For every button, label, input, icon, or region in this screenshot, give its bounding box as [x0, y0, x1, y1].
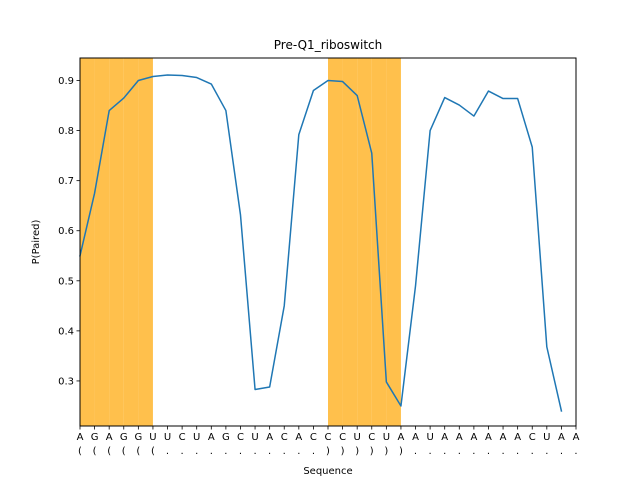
x-tick-nucleotide: A: [558, 432, 565, 443]
x-tick-structure: .: [531, 446, 534, 457]
x-tick-structure: ): [341, 446, 345, 457]
x-tick-nucleotide: G: [134, 432, 142, 443]
x-tick-nucleotide: A: [456, 432, 463, 443]
x-tick-structure: (: [93, 446, 97, 457]
x-tick-nucleotide: C: [325, 432, 332, 443]
x-tick-structure: ): [384, 446, 388, 457]
x-tick-structure: .: [472, 446, 475, 457]
x-tick-structure: ): [370, 446, 374, 457]
x-tick-structure: ): [355, 446, 359, 457]
x-tick-nucleotide: A: [470, 432, 477, 443]
x-tick-structure: .: [210, 446, 213, 457]
x-tick-nucleotide: C: [179, 432, 186, 443]
highlight-band-1-21: [386, 58, 401, 426]
x-axis-label: Sequence: [303, 466, 352, 477]
y-tick-label: 0.9: [58, 76, 74, 87]
x-tick-structure: .: [312, 446, 315, 457]
x-tick-nucleotide: C: [339, 432, 346, 443]
x-tick-structure: .: [458, 446, 461, 457]
x-tick-nucleotide: A: [573, 432, 580, 443]
x-tick-structure: .: [166, 446, 169, 457]
x-tick-structure: ): [399, 446, 403, 457]
x-tick-structure: (: [151, 446, 155, 457]
x-tick-nucleotide: U: [251, 432, 258, 443]
x-tick-structure: .: [297, 446, 300, 457]
series-line-0: [79, 74, 563, 412]
x-tick-nucleotide: C: [368, 432, 375, 443]
highlight-bands: [80, 58, 401, 426]
x-tick-nucleotide: A: [412, 432, 419, 443]
axis-ticks: 0.3 0.4 0.5 0.6 0.7 0.8 0.9 A ( G ( A ( G ( G ( U ( U. C. U. A…: [58, 76, 579, 457]
plot-frame: [79, 57, 577, 427]
x-tick-structure: (: [122, 446, 126, 457]
x-tick-structure: .: [429, 446, 432, 457]
x-tick-structure: .: [268, 446, 271, 457]
highlight-band-0-0: [80, 58, 95, 426]
y-tick-label: 0.4: [58, 326, 74, 337]
x-tick-nucleotide: A: [398, 432, 405, 443]
highlight-band-1-17: [328, 58, 343, 426]
x-tick-nucleotide: U: [164, 432, 171, 443]
highlight-band-0-4: [138, 58, 153, 426]
x-tick-structure: .: [253, 446, 256, 457]
y-tick-label: 0.7: [58, 176, 74, 187]
highlight-band-0-2: [109, 58, 124, 426]
highlight-band-1-19: [357, 58, 372, 426]
x-tick-nucleotide: A: [295, 432, 302, 443]
x-tick-structure: (: [78, 446, 82, 457]
x-tick-nucleotide: A: [514, 432, 521, 443]
x-tick-nucleotide: U: [193, 432, 200, 443]
x-tick-nucleotide: A: [485, 432, 492, 443]
x-tick-nucleotide: U: [543, 432, 550, 443]
y-axis-label: P(Paired): [31, 220, 42, 265]
x-tick-structure: .: [224, 446, 227, 457]
x-tick-nucleotide: A: [441, 432, 448, 443]
x-tick-nucleotide: U: [354, 432, 361, 443]
x-tick-structure: (: [136, 446, 140, 457]
x-tick-nucleotide: A: [266, 432, 273, 443]
x-tick-structure: .: [501, 446, 504, 457]
x-tick-structure: ): [326, 446, 330, 457]
y-tick-label: 0.5: [58, 276, 74, 287]
x-tick-structure: .: [560, 446, 563, 457]
y-tick-label: 0.3: [58, 376, 74, 387]
x-tick-structure: .: [574, 446, 577, 457]
x-tick-nucleotide: A: [500, 432, 507, 443]
x-tick-nucleotide: U: [383, 432, 390, 443]
x-tick-structure: .: [195, 446, 198, 457]
x-tick-nucleotide: A: [208, 432, 215, 443]
x-tick-structure: .: [516, 446, 519, 457]
x-tick-nucleotide: G: [222, 432, 230, 443]
x-tick-structure: .: [487, 446, 490, 457]
x-tick-structure: .: [443, 446, 446, 457]
x-tick-nucleotide: C: [310, 432, 317, 443]
x-tick-structure: .: [414, 446, 417, 457]
highlight-band-0-3: [123, 58, 139, 426]
line-series: [79, 74, 563, 412]
x-tick-nucleotide: C: [237, 432, 244, 443]
highlight-band-1-20: [371, 58, 387, 426]
highlight-band-0-1: [94, 58, 110, 426]
x-tick-structure: .: [283, 446, 286, 457]
x-tick-nucleotide: C: [529, 432, 536, 443]
y-tick-label: 0.8: [58, 126, 74, 137]
y-tick-label: 0.6: [58, 226, 74, 237]
x-tick-nucleotide: C: [281, 432, 288, 443]
highlight-band-1-18: [342, 58, 358, 426]
x-tick-nucleotide: A: [77, 432, 84, 443]
x-tick-nucleotide: G: [120, 432, 128, 443]
x-tick-structure: (: [107, 446, 111, 457]
x-tick-nucleotide: A: [106, 432, 113, 443]
chart-title: Pre-Q1_riboswitch: [274, 38, 382, 52]
x-tick-structure: .: [181, 446, 184, 457]
x-tick-nucleotide: U: [426, 432, 433, 443]
x-tick-structure: .: [545, 446, 548, 457]
x-tick-nucleotide: G: [91, 432, 99, 443]
x-tick-nucleotide: U: [149, 432, 156, 443]
x-tick-structure: .: [239, 446, 242, 457]
